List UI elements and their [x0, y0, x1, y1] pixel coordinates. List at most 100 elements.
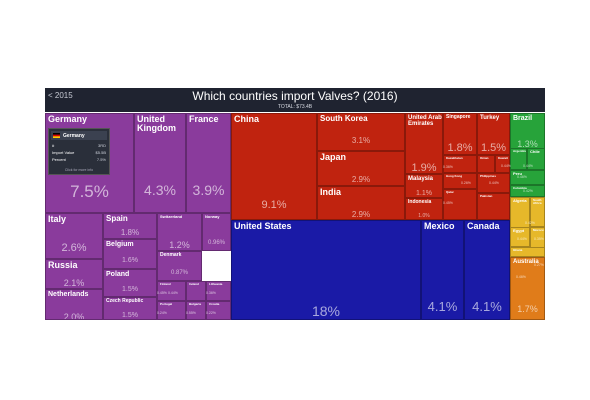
cell-label: Norway	[205, 214, 220, 219]
cell-label: Czech Republic	[106, 298, 144, 304]
small-percent-label: 0.42%	[523, 189, 533, 193]
treemap-cell-finland[interactable]: Finland	[157, 281, 186, 301]
treemap-cell-japan[interactable]: Japan 2.9%	[317, 151, 405, 186]
cell-label: Germany	[48, 114, 88, 124]
cell-label: Japan	[320, 152, 347, 162]
treemap-cell-oman[interactable]: Oman	[477, 155, 495, 173]
cell-percent: 1.2%	[169, 240, 190, 250]
treemap-cell-kazakhstan[interactable]: Kazakhstan	[443, 155, 477, 173]
cell-label: Qatar	[446, 190, 454, 194]
treemap-cell-norway[interactable]: Norway 0.96%	[202, 213, 231, 251]
small-percent-label: 0.42%	[525, 221, 535, 225]
chart-title: Which countries import Valves? (2016)	[192, 89, 398, 103]
treemap-cell-south-korea[interactable]: South Korea 3.1%	[317, 113, 405, 151]
treemap-cell-united-states[interactable]: United States 18%	[231, 220, 421, 320]
cell-label: Turkey	[480, 115, 500, 121]
cell-label: Malaysia	[408, 176, 434, 182]
cell-label: Oman	[480, 156, 489, 160]
cell-label: Peru	[513, 171, 522, 176]
treemap-cell-philippines[interactable]: Philippines	[477, 173, 510, 193]
treemap-cell-indonesia[interactable]: Indonesia 1.0%	[405, 198, 443, 220]
treemap-cell-netherlands[interactable]: Netherlands 2.0%	[45, 289, 103, 320]
treemap-cell-switzerland[interactable]: Switzerland 1.2%	[157, 213, 202, 251]
cell-label: Switzerland	[160, 214, 183, 219]
treemap-cell-peru[interactable]: Peru	[510, 170, 545, 185]
treemap-cell-hong-kong[interactable]: Hong Kong	[443, 173, 477, 189]
cell-percent: 3.1%	[351, 136, 371, 145]
treemap-cell-spain[interactable]: Spain 1.8%	[103, 213, 157, 239]
treemap-cell-argentina[interactable]: Argentina	[510, 148, 527, 170]
cell-label: Canada	[467, 221, 500, 231]
small-percent-label: 0.46%	[517, 175, 527, 179]
treemap-cell-russia[interactable]: Russia 2.1%	[45, 259, 103, 289]
treemap-cell-ghana[interactable]: Ghana	[510, 247, 545, 257]
treemap-cell-south-africa[interactable]: South Africa	[530, 197, 545, 227]
tooltip-country: Germany	[63, 133, 85, 139]
treemap-cell-egypt[interactable]: Egypt	[510, 227, 530, 247]
cell-percent: 0.87%	[170, 270, 188, 276]
tooltip-import-label: Import Value	[52, 150, 75, 155]
cell-label: Lithuania	[209, 282, 223, 286]
treemap-cell-germany[interactable]: Germany 7.5% Germany #3RD Import Value $5.…	[45, 113, 134, 213]
treemap-cell-chile[interactable]: Chile	[527, 148, 545, 170]
cell-percent: 1.9%	[411, 162, 437, 174]
cell-percent: 1.3%	[517, 139, 538, 149]
treemap-cell-colombia[interactable]: Colombia	[510, 185, 545, 197]
treemap-cell-united-kingdom[interactable]: United Kingdom 4.3%	[134, 113, 186, 213]
tooltip-import-value: $5.5B	[95, 150, 106, 155]
total-label: TOTAL: $73.4B	[277, 104, 313, 110]
treemap-cell-denmark[interactable]: Denmark 0.87%	[157, 251, 202, 281]
cell-label: Kazakhstan	[446, 156, 463, 160]
cell-percent: 1.7%	[517, 304, 538, 314]
cell-label: Argentina	[513, 149, 527, 153]
treemap-cell-qatar[interactable]: Qatar	[443, 189, 477, 220]
tooltip-header: Germany	[51, 131, 107, 140]
treemap-cell-ireland[interactable]: Ireland	[186, 281, 206, 301]
cell-percent: 1.8%	[120, 228, 140, 237]
treemap-cell-singapore[interactable]: Singapore 1.8%	[443, 113, 477, 155]
treemap-cell-india[interactable]: India 2.9%	[317, 186, 405, 220]
cell-label: Singapore	[446, 114, 471, 120]
treemap-cell-italy[interactable]: Italy 2.6%	[45, 213, 103, 259]
cell-percent: 2.9%	[351, 210, 371, 219]
small-percent-label: 0.46%	[516, 275, 526, 279]
treemap-cell-canada[interactable]: Canada 4.1%	[464, 220, 510, 320]
treemap-cell-united-arab-emirates[interactable]: United Arab Emirates 1.9%	[405, 113, 443, 174]
treemap-cell-lithuania[interactable]: Lithuania	[206, 281, 231, 301]
treemap-cell-malaysia[interactable]: Malaysia 1.1%	[405, 174, 443, 198]
treemap-cell-poland[interactable]: Poland 1.5%	[103, 269, 157, 297]
treemap-cell-kuwait[interactable]: Kuwait	[495, 155, 510, 173]
small-percent-label: 0.55%	[186, 311, 196, 315]
treemap-cell-france[interactable]: France 3.9%	[186, 113, 231, 213]
treemap-cell-czech-republic[interactable]: Czech Republic 1.5%	[103, 297, 157, 320]
cell-label: Bulgaria	[189, 302, 202, 306]
treemap-cell-mexico[interactable]: Mexico 4.1%	[421, 220, 464, 320]
tooltip-footer: Click for more info	[64, 168, 94, 172]
cell-label: Colombia	[513, 186, 527, 190]
treemap-cell-bulgaria[interactable]: Bulgaria	[186, 301, 206, 320]
cell-label: Indonesia	[408, 199, 432, 205]
cell-label: Pakistan	[480, 194, 493, 198]
treemap-cell-australia[interactable]: Australia 1.7%	[510, 257, 545, 320]
title-bar: < 2015 Which countries import Valves? (2…	[45, 88, 545, 112]
cell-percent: 2.0%	[63, 312, 85, 320]
cell-label: Kuwait	[498, 156, 508, 160]
small-percent-label: 0.44%	[523, 164, 533, 168]
cell-percent: 1.0%	[418, 213, 430, 219]
cell-label: Philippines	[480, 174, 497, 178]
cell-percent: 2.1%	[63, 278, 85, 288]
treemap-cell-croatia[interactable]: Croatia	[206, 301, 231, 320]
treemap-cell-belgium[interactable]: Belgium 1.6%	[103, 239, 157, 269]
small-percent-label: 0.36%	[206, 291, 216, 295]
treemap-cell-pakistan[interactable]: Pakistan	[477, 193, 510, 220]
treemap-cell-china[interactable]: China 9.1%	[231, 113, 317, 220]
cell-label: Portugal	[160, 302, 173, 306]
treemap-cell-turkey[interactable]: Turkey 1.5%	[477, 113, 510, 155]
cell-percent: 1.8%	[447, 142, 473, 154]
germany-flag-icon	[53, 133, 60, 138]
treemap-cell-portugal[interactable]: Portugal	[157, 301, 186, 320]
cell-label: Morocco	[533, 228, 545, 232]
cell-percent: 2.6%	[61, 242, 87, 254]
back-year-link[interactable]: < 2015	[48, 91, 73, 100]
cell-percent: 4.1%	[427, 299, 458, 314]
